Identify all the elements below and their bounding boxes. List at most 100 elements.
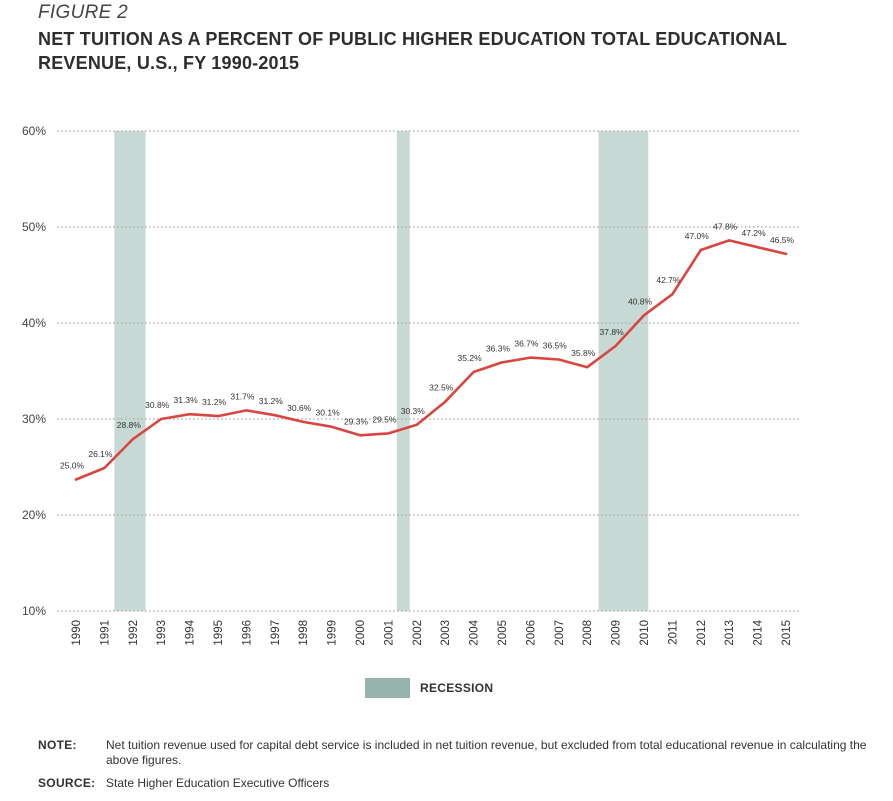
y-tick-label: 40% xyxy=(22,316,46,330)
recession-band xyxy=(396,131,410,611)
data-label: 37.8% xyxy=(600,327,625,337)
data-label: 31.2% xyxy=(202,397,227,407)
data-point xyxy=(415,423,418,426)
data-point xyxy=(472,370,475,374)
data-label: 46.5% xyxy=(770,235,795,245)
data-point xyxy=(160,417,163,421)
data-label: 25.0% xyxy=(60,460,85,470)
data-point xyxy=(302,420,305,424)
notes: NOTE: Net tuition revenue used for capit… xyxy=(38,738,888,799)
data-label: 30.6% xyxy=(287,403,312,413)
figure-label: FIGURE 2 xyxy=(38,2,129,23)
legend: RECESSION xyxy=(365,678,493,698)
line-chart: 10% 20% 30% 40% 50% 60% 1990 1991 1992 1993 1994 19… xyxy=(22,124,800,646)
x-tick-label: 1996 xyxy=(241,620,253,646)
y-tick-label: 10% xyxy=(22,604,46,618)
x-tick-label: 2009 xyxy=(611,620,623,646)
x-tick-label: 2013 xyxy=(724,620,736,646)
x-tick-label: 1995 xyxy=(213,620,225,646)
data-label: 31.2% xyxy=(259,396,284,406)
data-label: 35.8% xyxy=(571,348,596,358)
x-tick-label: 2007 xyxy=(554,620,566,646)
x-tick-label: 2010 xyxy=(639,620,651,646)
recession-band xyxy=(598,131,649,611)
x-tick-label: 1993 xyxy=(156,620,168,646)
data-point xyxy=(529,356,532,359)
data-label: 36.7% xyxy=(514,339,539,349)
x-tick-label: 1997 xyxy=(270,620,282,646)
x-tick-label: 2012 xyxy=(696,620,708,646)
x-tick-label: 2002 xyxy=(412,620,424,646)
data-point xyxy=(756,245,759,249)
x-tick-label: 1990 xyxy=(71,620,83,646)
data-label: 30.8% xyxy=(145,400,170,410)
data-label: 47.0% xyxy=(685,231,710,241)
note-key: NOTE: xyxy=(38,738,77,752)
data-point xyxy=(586,365,589,369)
data-label: 26.1% xyxy=(88,449,113,459)
data-label: 42.7% xyxy=(656,275,681,285)
x-tick-label: 2005 xyxy=(497,620,509,646)
x-tick-label: 1991 xyxy=(99,620,111,646)
x-tick-label: 2000 xyxy=(355,620,367,646)
y-tick-label: 50% xyxy=(22,220,46,234)
data-label: 47.2% xyxy=(742,228,767,238)
data-label: 30.3% xyxy=(401,406,426,416)
x-tick-label: 2008 xyxy=(582,620,594,646)
x-tick-label: 1994 xyxy=(185,619,197,645)
data-label: 30.1% xyxy=(316,408,341,418)
x-tick-label: 2003 xyxy=(440,620,452,646)
x-tick-label: 1999 xyxy=(327,620,339,646)
data-point xyxy=(500,361,504,364)
recession-band xyxy=(114,131,146,611)
data-point xyxy=(245,409,248,412)
data-point xyxy=(728,239,731,242)
x-tick-label: 2004 xyxy=(469,619,481,645)
data-point xyxy=(188,413,191,416)
data-point xyxy=(614,344,617,348)
note-row: NOTE: Net tuition revenue used for capit… xyxy=(38,738,888,768)
data-label: 31.7% xyxy=(230,391,255,401)
data-point xyxy=(444,400,447,403)
chart-title: NET TUITION AS A PERCENT OF PUBLIC HIGHE… xyxy=(38,29,787,73)
data-point xyxy=(387,432,390,435)
x-tick-label: 2006 xyxy=(525,620,537,646)
data-point xyxy=(74,478,78,481)
data-label: 31.3% xyxy=(174,395,199,405)
y-tick-label: 20% xyxy=(22,508,46,522)
data-point xyxy=(273,413,276,417)
note-text: Net tuition revenue used for capital deb… xyxy=(106,738,867,767)
legend-swatch-recession xyxy=(365,678,410,698)
data-label: 28.8% xyxy=(117,420,142,430)
x-tick-label: 2015 xyxy=(781,620,793,646)
data-point xyxy=(131,437,134,441)
legend-label-recession: RECESSION xyxy=(420,681,494,695)
data-point xyxy=(557,358,560,361)
x-tick-label: 2014 xyxy=(753,619,765,645)
data-point xyxy=(642,314,646,317)
x-tick-label: 2011 xyxy=(667,620,679,645)
data-label: 47.8% xyxy=(713,221,738,231)
data-label: 29.3% xyxy=(344,416,369,426)
data-point xyxy=(330,425,333,428)
data-label: 32.5% xyxy=(429,383,454,393)
data-label: 40.8% xyxy=(628,296,653,306)
data-point xyxy=(216,414,220,418)
data-point xyxy=(784,252,788,256)
data-label: 35.2% xyxy=(458,353,483,363)
source-row: SOURCE: State Higher Education Executive… xyxy=(38,776,888,791)
series-line xyxy=(74,239,788,481)
y-tick-label: 30% xyxy=(22,412,46,426)
x-tick-label: 1992 xyxy=(128,620,140,646)
x-tick-label: 1998 xyxy=(298,620,310,646)
data-point xyxy=(103,466,106,470)
source-key: SOURCE: xyxy=(38,776,96,790)
data-label: 29.5% xyxy=(372,414,397,424)
data-point xyxy=(671,293,674,296)
source-text: State Higher Education Executive Officer… xyxy=(106,776,330,790)
x-tick-label: 2001 xyxy=(383,620,395,646)
data-point xyxy=(699,248,702,252)
data-label: 36.3% xyxy=(486,343,511,353)
data-point xyxy=(358,434,362,437)
y-tick-label: 60% xyxy=(22,124,46,138)
